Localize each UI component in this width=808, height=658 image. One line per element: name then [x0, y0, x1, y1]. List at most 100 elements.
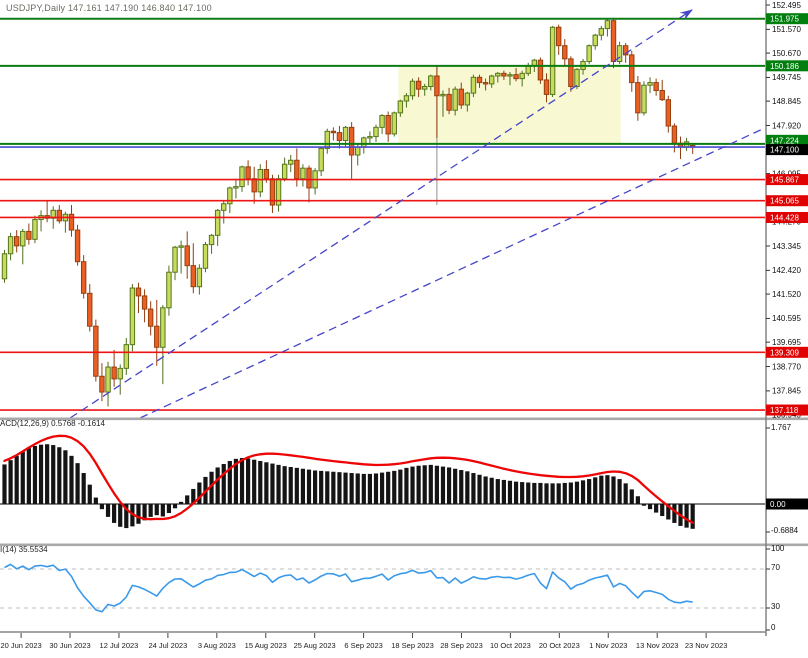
- macd-histogram-bar: [422, 465, 427, 504]
- candle-body: [622, 45, 629, 56]
- macd-histogram-bar: [513, 481, 519, 504]
- rsi-scale-100-label: 100: [771, 544, 785, 553]
- macd-histogram-bar: [20, 451, 25, 504]
- macd-histogram-bar: [331, 471, 336, 504]
- candle-body: [13, 236, 20, 247]
- macd-histogram-bar: [446, 467, 452, 504]
- candle-body: [495, 72, 501, 77]
- price-tick-label: 149.745: [772, 73, 801, 82]
- date-label: 3 Aug 2023: [197, 641, 236, 650]
- macd-histogram-bar: [489, 477, 494, 504]
- macd-histogram-bar: [635, 496, 640, 504]
- candle-body: [635, 82, 641, 114]
- candle-body: [549, 26, 556, 95]
- candle-body: [428, 75, 434, 88]
- candle-body: [629, 54, 635, 84]
- macd-histogram-bar: [526, 482, 531, 504]
- macd-histogram-bar: [191, 488, 196, 504]
- candle-body: [221, 203, 227, 211]
- macd-histogram-bar: [465, 471, 470, 504]
- candle-body: [306, 167, 312, 189]
- macd-histogram-bar: [568, 482, 573, 504]
- candle-body: [32, 219, 38, 240]
- price-tick-label: 139.695: [772, 338, 801, 347]
- macd-histogram-bar: [160, 504, 165, 517]
- red-price-tag-text: 145.867: [770, 176, 799, 185]
- candle-body: [555, 26, 562, 47]
- date-label: 15 Aug 2023: [244, 641, 287, 650]
- macd-histogram-bar: [264, 462, 269, 504]
- rsi-line: [4, 563, 693, 613]
- macd-histogram-bar: [227, 461, 232, 504]
- macd-histogram-bar: [629, 489, 634, 504]
- date-label: 1 Nov 2023: [589, 641, 628, 650]
- price-tick-label: 141.520: [772, 290, 801, 299]
- candle-body: [489, 75, 495, 85]
- macd-histogram-bar: [38, 444, 44, 504]
- candle-body: [379, 114, 385, 128]
- date-label: 30 Jun 2023: [49, 641, 91, 650]
- candle-body: [99, 375, 105, 393]
- price-tick-label: 152.495: [772, 1, 801, 10]
- macd-histogram-bar: [239, 457, 245, 504]
- macd-histogram-bar: [611, 476, 616, 504]
- green-price-tag-text: 150.186: [770, 62, 799, 71]
- candle-body: [574, 68, 580, 88]
- candle-body: [26, 230, 32, 240]
- candle-body: [141, 295, 148, 310]
- candle-body: [257, 168, 263, 193]
- macd-histogram-bar: [14, 455, 19, 504]
- macd-histogram-bar: [81, 473, 86, 504]
- green-price-tag-text: 147.224: [770, 136, 799, 145]
- macd-histogram-bar: [605, 475, 610, 504]
- macd-histogram-bar: [26, 448, 31, 504]
- macd-histogram-bar: [574, 481, 580, 504]
- macd-histogram-bar: [599, 475, 604, 504]
- candle-body: [598, 28, 605, 36]
- candle-body: [117, 367, 123, 380]
- rsi-indicator-label: I(14) 35.5534: [0, 545, 48, 554]
- blue-price-tag-text: 147.100: [770, 146, 799, 155]
- candle-body: [415, 80, 422, 90]
- candle-body: [562, 45, 568, 60]
- candle-body: [263, 168, 270, 180]
- macd-histogram-bar: [477, 474, 482, 504]
- dashed-trendline: [69, 9, 693, 419]
- macd-histogram-bar: [118, 504, 123, 527]
- candle-body: [537, 59, 544, 81]
- macd-histogram-bar: [562, 482, 567, 504]
- candle-body: [80, 261, 87, 294]
- macd-histogram-bar: [2, 464, 7, 504]
- pane-divider: [0, 417, 808, 421]
- red-price-tag-text: 139.309: [770, 348, 799, 357]
- macd-histogram-bar: [306, 469, 312, 504]
- candle-body: [196, 267, 203, 288]
- candle-body: [74, 229, 81, 263]
- macd-histogram-bar: [617, 479, 622, 504]
- macd-histogram-bar: [337, 472, 342, 504]
- price-tick-label: 138.770: [772, 362, 801, 371]
- macd-histogram-bar: [300, 468, 306, 504]
- price-tick-label: 142.420: [772, 266, 801, 275]
- macd-histogram-bar: [99, 504, 105, 510]
- candle-body: [616, 45, 623, 62]
- price-tick-label: 146.095: [772, 169, 801, 178]
- macd-histogram-bar: [154, 504, 159, 516]
- candle-body: [592, 34, 598, 47]
- red-price-tag-text: 145.065: [770, 197, 799, 206]
- macd-histogram-bar: [319, 470, 324, 504]
- macd-histogram-bar: [507, 480, 513, 504]
- candle-body: [641, 84, 647, 114]
- macd-histogram-bar: [124, 504, 129, 529]
- candle-body: [129, 287, 136, 346]
- macd-histogram-bar: [501, 479, 506, 504]
- macd-histogram-bar: [57, 447, 62, 504]
- macd-histogram-bar: [276, 464, 281, 504]
- candle-body: [367, 136, 373, 139]
- date-label: 24 Jul 2023: [148, 641, 188, 650]
- macd-histogram-bar: [544, 483, 549, 504]
- candle-body: [440, 93, 446, 97]
